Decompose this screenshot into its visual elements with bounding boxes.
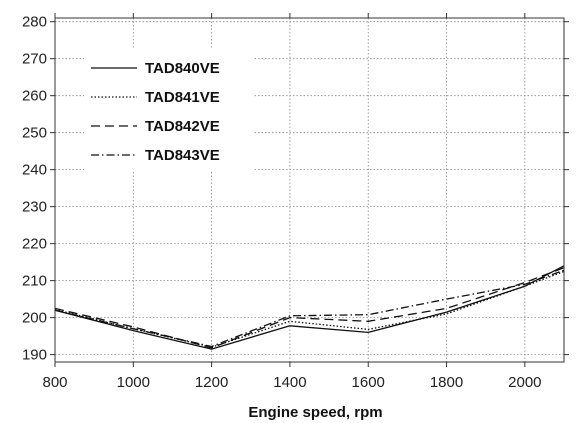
y-tick-label: 280 [22, 14, 47, 31]
y-tick-label: 260 [22, 88, 47, 105]
x-tick-label: 2000 [508, 374, 541, 391]
y-tick-label: 220 [22, 236, 47, 253]
x-tick-label: 1600 [352, 374, 385, 391]
y-tick-label: 190 [22, 347, 47, 364]
y-tick-label: 270 [22, 51, 47, 68]
x-tick-label: 1400 [273, 374, 306, 391]
legend-label: TAD842VE [145, 118, 220, 135]
series-line [54, 265, 565, 350]
x-tick-label: 1800 [430, 374, 463, 391]
legend-label: TAD841VE [145, 89, 220, 106]
axis-ticks: 190 200 210 220 230 240 250 260 270 280 800 1000 120… [22, 13, 569, 391]
series-line [54, 267, 565, 349]
y-tick-label: 250 [22, 125, 47, 142]
x-tick-label: 1200 [195, 374, 228, 391]
x-tick-label: 1000 [117, 374, 150, 391]
y-tick-label: 200 [22, 310, 47, 327]
y-tick-label: 210 [22, 273, 47, 290]
y-tick-label: 230 [22, 199, 47, 216]
series-lines [54, 265, 565, 350]
legend: TAD840VE TAD841VE TAD842VE TAD843VE [84, 48, 254, 172]
y-tick-label: 240 [22, 162, 47, 179]
x-axis-title: Engine speed, rpm [248, 404, 382, 421]
legend-label: TAD840VE [145, 60, 220, 77]
plot-frame [54, 17, 565, 363]
legend-label: TAD843VE [145, 147, 220, 164]
x-tick-label: 800 [42, 374, 67, 391]
series-line [54, 269, 565, 348]
legend-box [84, 48, 254, 172]
